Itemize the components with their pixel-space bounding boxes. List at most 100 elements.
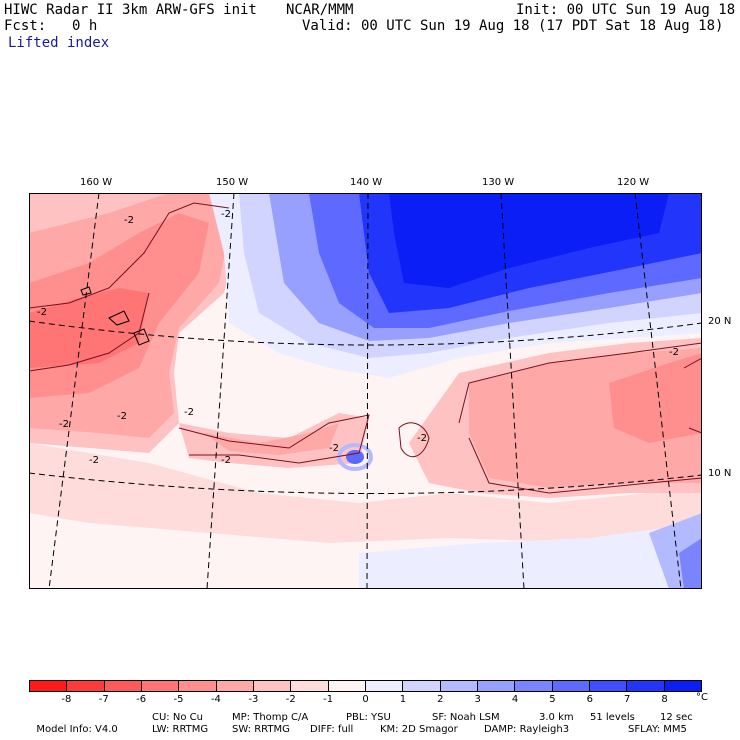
contour-label: -2 <box>124 215 134 226</box>
meridian-140w <box>366 193 369 589</box>
contour-label: -2 <box>221 209 231 220</box>
colorbar-tick-label: -2 <box>285 694 296 705</box>
field-east-dark-pink <box>609 353 702 443</box>
contour-line-eddy <box>398 422 430 458</box>
colorbar-swatch <box>291 681 329 691</box>
colorbar-swatch <box>440 681 478 691</box>
contour-label: -2 <box>184 407 194 418</box>
lon-label-160w: 160 W <box>80 177 113 188</box>
colorbar-tick-label: 7 <box>624 694 631 705</box>
model-info-pbl: PBL: YSU <box>346 712 391 723</box>
colorbar-tick-label: 1 <box>399 694 407 705</box>
forecast-hour: 0 h <box>72 18 98 34</box>
colorbar-tick-label: -6 <box>136 694 147 705</box>
field-south-light-pink <box>29 443 702 543</box>
field-west-core <box>29 288 149 368</box>
colorbar-swatch <box>179 681 217 691</box>
colorbar-tick-label: 2 <box>437 694 444 705</box>
colorbar-swatch <box>104 681 142 691</box>
contour-line-east <box>458 342 702 494</box>
colorbar-swatch <box>664 681 701 691</box>
contour-label: -2 <box>59 419 69 430</box>
contour-label: -2 <box>89 455 99 466</box>
model-info-version: Model Info: V4.0 <box>36 724 118 735</box>
model-info-cu: CU: No Cu <box>152 712 203 723</box>
contour-line-west <box>29 202 230 309</box>
colorbar-tick-label: -8 <box>61 694 72 705</box>
model-info-levels: 51 levels <box>590 712 635 723</box>
colorbar-swatch <box>552 681 590 691</box>
colorbar-tick-label: -7 <box>98 694 109 705</box>
field-blue-spot-halo <box>337 443 373 471</box>
colorbar-tick-label: 0 <box>362 694 369 705</box>
colorbar-swatch <box>515 681 553 691</box>
colorbar-tick-label: 5 <box>549 694 556 705</box>
model-info-mp: MP: Thomp C/A <box>232 712 309 723</box>
map-title: HIWC Radar II 3km ARW-GFS init <box>4 2 257 18</box>
island-outline-2 <box>133 328 150 346</box>
colorbar-swatch <box>141 681 180 691</box>
colorbar-swatch <box>589 681 628 691</box>
island-outline-1 <box>108 310 130 326</box>
colorbar-swatch <box>477 681 516 691</box>
field-north-core-blue <box>389 193 669 288</box>
model-info-line-1: Model Info: V4.0 <box>30 712 118 736</box>
colorbar-tick-label: -3 <box>248 694 259 705</box>
island-outline-3 <box>80 286 92 296</box>
colorbar-swatch <box>253 681 292 691</box>
colorbar-unit: °C <box>696 692 708 703</box>
colorbar-tick-label: 8 <box>661 694 668 705</box>
model-info-km: KM: 2D Smagor <box>380 724 458 735</box>
parallel-10n <box>29 472 702 495</box>
model-info-sf: SF: Noah LSM <box>432 712 500 723</box>
contour-label: -2 <box>329 443 339 454</box>
forecast-label: Fcst: <box>4 18 47 34</box>
meridian-120w <box>634 193 682 589</box>
init-time: Init: 00 UTC Sun 19 Aug 18 <box>516 2 736 18</box>
valid-time: Valid: 00 UTC Sun 19 Aug 18 (17 PDT Sat … <box>302 18 724 34</box>
model-info-damp: DAMP: Rayleigh3 <box>484 724 570 735</box>
colorbar-swatch <box>30 681 68 691</box>
colorbar-swatch <box>67 681 105 691</box>
colorbar-tick-label: -1 <box>323 694 334 705</box>
model-info-lw: LW: RRTMG <box>152 724 209 735</box>
lifted-index-map: -2 -2 -2 -2 -2 -2 -2 -2 -2 -2 -2 <box>29 193 702 589</box>
colorbar-tick-label: -5 <box>173 694 184 705</box>
colorbar-swatch <box>216 681 254 691</box>
lon-label-150w: 150 W <box>216 177 249 188</box>
model-info-sflay: SFLAY: MM5 <box>628 724 687 735</box>
model-info-sw: SW: RRTMG <box>232 724 290 735</box>
lon-label-140w: 140 W <box>350 177 383 188</box>
colorbar-tick-label: 6 <box>586 694 594 705</box>
lon-label-130w: 130 W <box>482 177 515 188</box>
contour-line-west-south <box>29 292 150 372</box>
model-info-resolution: 3.0 km <box>539 712 574 723</box>
contour-line-east-inner <box>683 357 702 434</box>
colorbar-swatch <box>627 681 665 691</box>
field-blue-spot <box>346 450 364 464</box>
field-southeast-deep-blue <box>679 538 702 589</box>
colorbar-tick-label: 4 <box>511 694 519 705</box>
field-name: Lifted index <box>8 35 110 51</box>
model-info-diff: DIFF: full <box>310 724 354 735</box>
meridian-130w <box>500 193 525 589</box>
institution-label: NCAR/MMM <box>286 2 354 18</box>
lat-label-20n: 20 N <box>708 316 732 327</box>
contour-label: -2 <box>117 411 127 422</box>
meridian-160w <box>48 193 100 589</box>
meridian-150w <box>206 193 235 589</box>
contour-label: -2 <box>417 433 427 444</box>
colorbar <box>29 680 702 692</box>
colorbar-swatch <box>328 681 366 691</box>
lon-label-120w: 120 W <box>617 177 650 188</box>
contour-line-central <box>178 414 370 464</box>
colorbar-tick-label: -4 <box>210 694 221 705</box>
contour-label: -2 <box>669 347 679 358</box>
colorbar-swatch <box>365 681 404 691</box>
lat-label-10n: 10 N <box>708 468 732 479</box>
model-info-timestep: 12 sec <box>660 712 693 723</box>
contour-label: -2 <box>37 307 47 318</box>
colorbar-swatch <box>403 681 441 691</box>
field-southeast-light-blue <box>359 523 702 589</box>
colorbar-tick-label: 3 <box>474 694 481 705</box>
